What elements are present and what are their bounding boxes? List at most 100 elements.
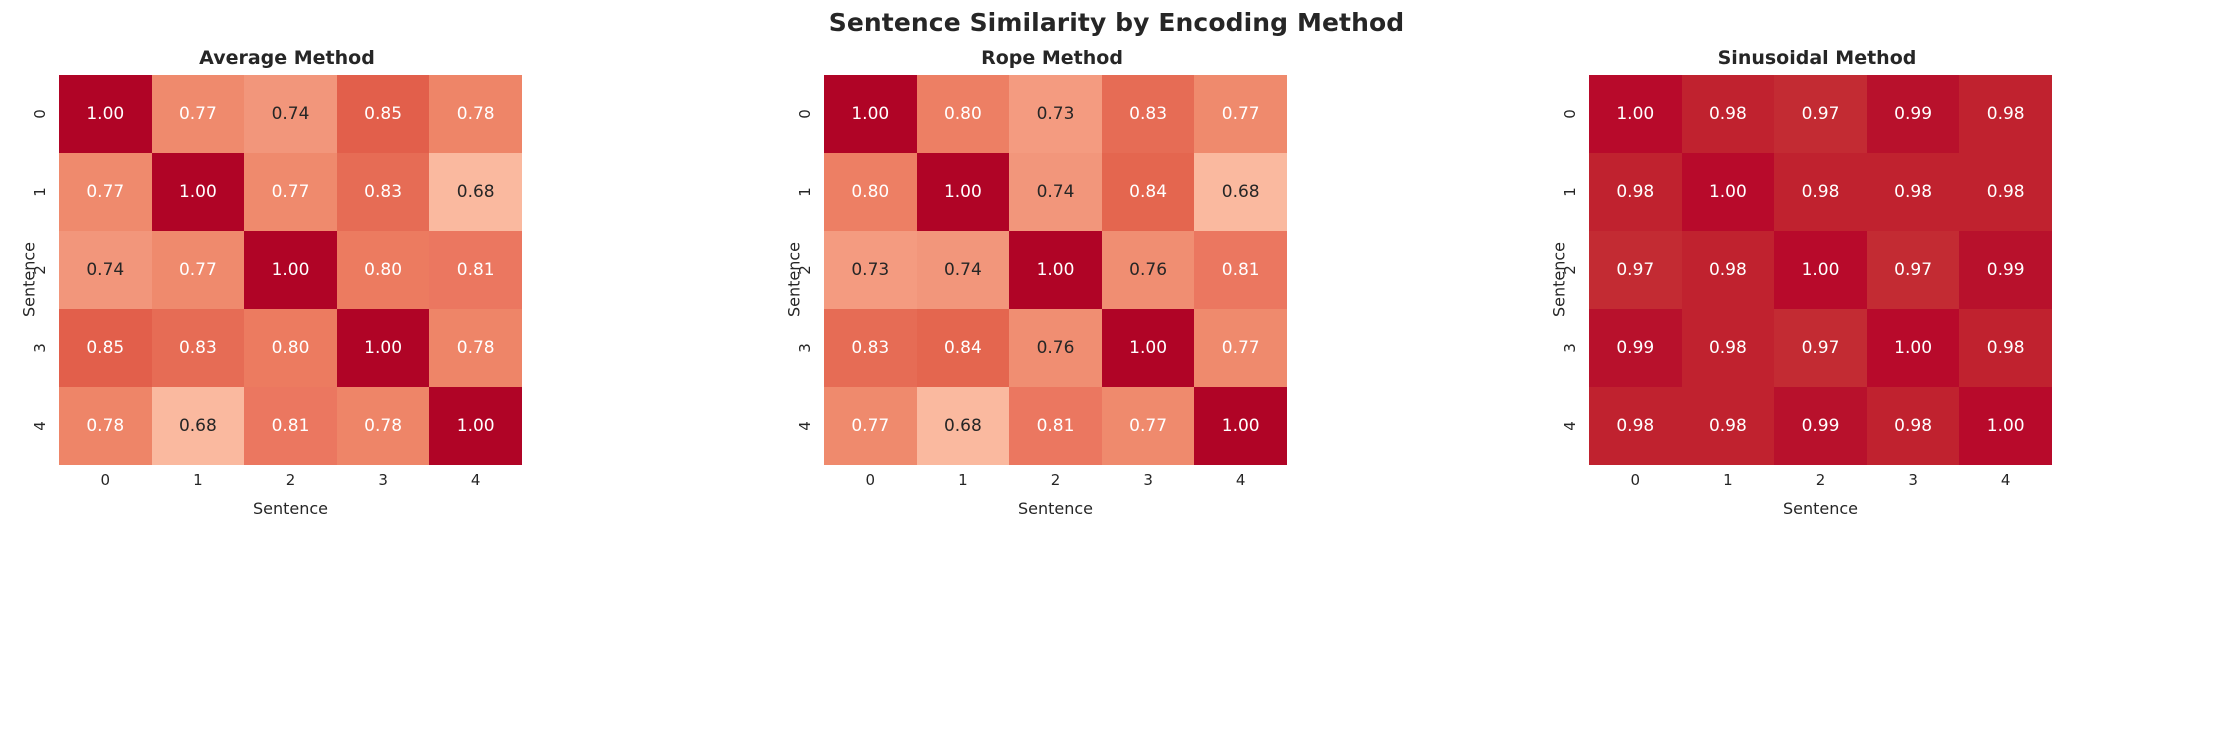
x-axis-label: Sentence bbox=[1017, 499, 1094, 518]
heatmap-cell: 0.99 bbox=[1959, 231, 2052, 309]
heatmap-grid: 1.00 0.77 0.74 0.85 0.78 0.77 1.00 0.77 0.83 0.68… bbox=[59, 75, 522, 465]
x-tick-label: 0 bbox=[1630, 471, 1641, 489]
y-tick-text: 3 bbox=[795, 343, 814, 353]
x-axis-label: Sentence bbox=[1782, 499, 1859, 518]
heatmap-cell: 1.00 bbox=[244, 231, 337, 309]
heatmap-cell: 0.98 bbox=[1681, 231, 1775, 309]
x-tick-label: 2 bbox=[285, 471, 296, 489]
heatmap-cell: 1.00 bbox=[1194, 387, 1287, 465]
heatmap-cell: 0.68 bbox=[1194, 153, 1287, 231]
x-tick-label: 4 bbox=[1235, 471, 1246, 489]
x-tick-label: 3 bbox=[1908, 471, 1918, 489]
heatmap-cell: 0.98 bbox=[1589, 153, 1682, 231]
figure-suptitle: Sentence Similarity by Encoding Method bbox=[828, 8, 1405, 37]
heatmap-cell: 0.81 bbox=[244, 387, 337, 465]
y-tick-label: 3 bbox=[1559, 309, 1581, 387]
heatmap-cell: 1.00 bbox=[1589, 75, 1682, 153]
y-tick-label: 4 bbox=[794, 387, 816, 465]
y-tick-label: 3 bbox=[29, 309, 51, 387]
heatmap-cell: 0.78 bbox=[59, 387, 152, 465]
heatmap-cell: 0.99 bbox=[1774, 387, 1867, 465]
heatmap-cell: 0.99 bbox=[1589, 309, 1682, 387]
heatmap-cell: 0.85 bbox=[59, 309, 152, 387]
x-tick-label: 4 bbox=[470, 471, 481, 489]
x-tick-label: 1 bbox=[193, 471, 203, 489]
heatmap-cell: 1.00 bbox=[824, 75, 917, 153]
heatmap-cell: 1.00 bbox=[1101, 309, 1195, 387]
y-axis-label: Sentence bbox=[19, 241, 39, 318]
y-tick-label: 1 bbox=[1559, 153, 1581, 231]
panel-title: Average Method bbox=[199, 47, 375, 69]
heatmap-panel: Sinusoidal Method 0 1 2 3 4 Sentence 1.00 0.98 0.… bbox=[1537, 47, 2097, 727]
x-axis-label: Sentence bbox=[252, 499, 329, 518]
x-tick-label: 3 bbox=[378, 471, 388, 489]
heatmap-cell: 0.77 bbox=[151, 231, 245, 309]
x-tick-label: 3 bbox=[1143, 471, 1153, 489]
heatmap-cell: 1.00 bbox=[59, 75, 152, 153]
heatmap-cell: 0.78 bbox=[429, 309, 522, 387]
heatmap-cell: 0.80 bbox=[336, 231, 430, 309]
y-tick-label: 0 bbox=[794, 75, 816, 153]
heatmap-cell: 0.77 bbox=[1101, 387, 1195, 465]
panel-title: Sinusoidal Method bbox=[1717, 47, 1917, 69]
y-tick-label: 1 bbox=[29, 153, 51, 231]
y-tick-text: 4 bbox=[1560, 421, 1579, 431]
heatmap-cell: 0.98 bbox=[1959, 75, 2052, 153]
heatmap-cell: 0.80 bbox=[916, 75, 1010, 153]
heatmap-cell: 0.83 bbox=[336, 153, 430, 231]
heatmap-cell: 0.78 bbox=[429, 75, 522, 153]
heatmap-cell: 1.00 bbox=[336, 309, 430, 387]
x-tick-label: 1 bbox=[1723, 471, 1733, 489]
y-tick-text: 3 bbox=[30, 343, 49, 353]
heatmap-cell: 0.76 bbox=[1101, 231, 1195, 309]
y-tick-label: 4 bbox=[29, 387, 51, 465]
y-tick-text: 1 bbox=[30, 187, 49, 197]
heatmap-cell: 0.98 bbox=[1681, 309, 1775, 387]
heatmap-cell: 0.81 bbox=[1009, 387, 1102, 465]
heatmap-panel: Rope Method 0 1 2 3 4 Sentence 1.00 0.80 0.73 0.83… bbox=[772, 47, 1332, 727]
heatmap-cell: 1.00 bbox=[151, 153, 245, 231]
heatmap-cell: 0.68 bbox=[429, 153, 522, 231]
heatmap-cell: 0.80 bbox=[824, 153, 917, 231]
heatmap-cell: 0.98 bbox=[1959, 309, 2052, 387]
heatmap-cell: 0.99 bbox=[1866, 75, 1960, 153]
heatmap-cell: 1.00 bbox=[429, 387, 522, 465]
panel-title: Rope Method bbox=[981, 47, 1123, 69]
x-tick-label: 4 bbox=[2000, 471, 2011, 489]
y-tick-label: 0 bbox=[1559, 75, 1581, 153]
x-tick-label: 0 bbox=[100, 471, 111, 489]
heatmap-cell: 0.83 bbox=[151, 309, 245, 387]
y-tick-text: 1 bbox=[795, 187, 814, 197]
heatmap-cell: 0.98 bbox=[1681, 75, 1775, 153]
heatmap-cell: 0.76 bbox=[1009, 309, 1102, 387]
heatmap-panel: Average Method 0 1 2 3 4 Sentence 1.00 0.77 0.74 0… bbox=[7, 47, 567, 727]
heatmap-cell: 0.84 bbox=[1101, 153, 1195, 231]
heatmap-cell: 0.80 bbox=[244, 309, 337, 387]
heatmap-cell: 0.97 bbox=[1866, 231, 1960, 309]
heatmap-cell: 0.98 bbox=[1774, 153, 1867, 231]
heatmap-cell: 0.77 bbox=[59, 153, 152, 231]
heatmap-cell: 0.98 bbox=[1959, 153, 2052, 231]
heatmap-cell: 0.83 bbox=[1101, 75, 1195, 153]
heatmap-cell: 1.00 bbox=[1774, 231, 1867, 309]
heatmap-cell: 0.97 bbox=[1774, 309, 1867, 387]
x-tick-label: 0 bbox=[865, 471, 876, 489]
y-tick-text: 0 bbox=[30, 109, 49, 119]
y-tick-text: 0 bbox=[1560, 109, 1579, 119]
heatmap-cell: 1.00 bbox=[1009, 231, 1102, 309]
x-tick-label: 2 bbox=[1050, 471, 1061, 489]
heatmap-cell: 0.77 bbox=[1194, 309, 1287, 387]
y-tick-text: 4 bbox=[30, 421, 49, 431]
x-tick-label: 2 bbox=[1815, 471, 1826, 489]
heatmap-cell: 0.74 bbox=[244, 75, 337, 153]
y-tick-label: 4 bbox=[1559, 387, 1581, 465]
heatmap-cell: 0.84 bbox=[916, 309, 1010, 387]
y-tick-label: 0 bbox=[29, 75, 51, 153]
heatmap-cell: 0.98 bbox=[1589, 387, 1682, 465]
heatmap-cell: 1.00 bbox=[916, 153, 1010, 231]
heatmap-cell: 0.74 bbox=[916, 231, 1010, 309]
y-tick-text: 0 bbox=[795, 109, 814, 119]
heatmap-cell: 1.00 bbox=[1866, 309, 1960, 387]
heatmap-cell: 0.98 bbox=[1866, 153, 1960, 231]
